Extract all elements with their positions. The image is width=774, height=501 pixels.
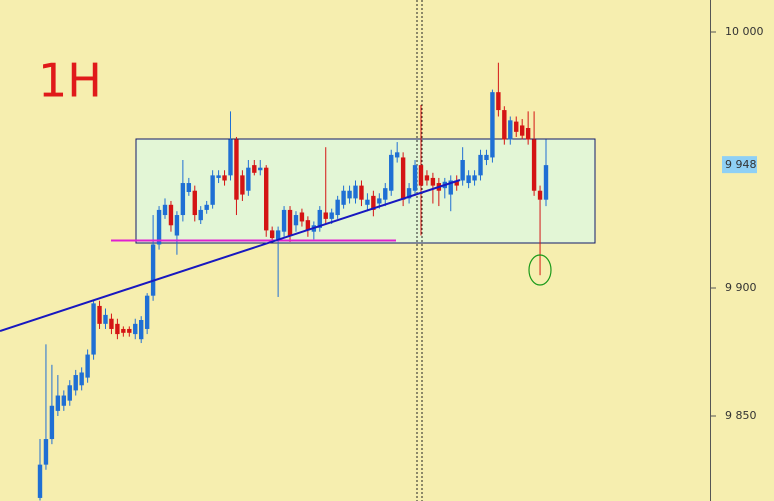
last-price-label: 9 948 bbox=[725, 158, 757, 171]
candle-body bbox=[97, 305, 102, 324]
y-tick-label: 9 900 bbox=[725, 281, 757, 294]
candle-body bbox=[204, 204, 209, 210]
range-zone bbox=[135, 138, 596, 244]
candle-body bbox=[371, 195, 376, 210]
candle-body bbox=[37, 464, 43, 498]
candle-body bbox=[240, 175, 245, 195]
candle-body bbox=[275, 230, 281, 240]
candle-body bbox=[121, 328, 126, 333]
candle-body bbox=[49, 405, 55, 440]
candle-body bbox=[418, 165, 424, 186]
candle-body bbox=[133, 323, 138, 335]
candle-body bbox=[305, 220, 311, 231]
candle-body bbox=[430, 177, 436, 186]
candle-body bbox=[144, 295, 150, 329]
candle-body bbox=[335, 199, 340, 216]
candle-body bbox=[287, 209, 293, 236]
candle-body bbox=[424, 175, 430, 181]
candle-body bbox=[228, 139, 233, 176]
candle-body bbox=[353, 185, 358, 199]
candle-body bbox=[222, 175, 227, 181]
candle-body bbox=[514, 121, 519, 132]
candle-body bbox=[198, 209, 203, 221]
candles bbox=[37, 62, 549, 501]
candle-body bbox=[502, 110, 507, 140]
candle-body bbox=[377, 198, 382, 204]
candle-body bbox=[246, 167, 251, 191]
candle-body bbox=[490, 92, 495, 158]
candle-body bbox=[139, 320, 144, 340]
candle-body bbox=[264, 167, 269, 231]
candle-body bbox=[79, 372, 84, 386]
candle-body bbox=[383, 188, 388, 200]
candle-body bbox=[281, 209, 287, 232]
candle-body bbox=[186, 183, 192, 193]
last-price-box bbox=[722, 156, 757, 174]
candle-body bbox=[341, 190, 346, 205]
y-tick-label: 9 850 bbox=[725, 409, 757, 422]
candle-body bbox=[150, 244, 156, 296]
candle-body bbox=[537, 190, 543, 200]
candle-body bbox=[323, 212, 328, 219]
candle-body bbox=[192, 190, 197, 216]
candle-body bbox=[531, 139, 537, 191]
candle-body bbox=[478, 154, 483, 176]
candle-body bbox=[519, 125, 525, 136]
candle-body bbox=[359, 185, 364, 200]
candle-body bbox=[252, 165, 257, 173]
candle-body bbox=[127, 328, 132, 333]
candle-body bbox=[299, 212, 305, 222]
candle-body bbox=[329, 212, 334, 219]
highlight-ellipse bbox=[528, 254, 552, 286]
candle-body bbox=[43, 439, 49, 465]
candle-body bbox=[400, 157, 406, 200]
candle-body bbox=[472, 175, 477, 181]
candle-body bbox=[448, 180, 453, 195]
candle-body bbox=[73, 375, 78, 391]
candle-body bbox=[234, 139, 239, 200]
candle-body bbox=[103, 314, 108, 324]
candle-body bbox=[454, 180, 459, 186]
candle-body bbox=[109, 318, 114, 329]
candle-body bbox=[174, 215, 180, 236]
candle-body bbox=[389, 154, 394, 191]
y-tick-label: 10 000 bbox=[725, 25, 764, 38]
candle-body bbox=[460, 160, 465, 181]
candle-body bbox=[61, 395, 67, 406]
candle-body bbox=[543, 165, 549, 200]
candle-body bbox=[91, 303, 96, 355]
candle-body bbox=[508, 120, 513, 140]
candle-body bbox=[115, 323, 120, 335]
timeframe-annotation: 1H bbox=[38, 54, 102, 108]
candle-body bbox=[258, 167, 263, 171]
candle-body bbox=[466, 175, 471, 184]
candle-body bbox=[67, 385, 72, 401]
candle-body bbox=[85, 354, 90, 378]
candle-body bbox=[162, 204, 168, 216]
candle-body bbox=[412, 165, 418, 191]
candle-body bbox=[394, 152, 400, 158]
candle-body bbox=[293, 215, 299, 226]
candle-body bbox=[168, 204, 174, 226]
candle-body bbox=[496, 92, 501, 111]
candle-body bbox=[269, 230, 275, 239]
trend-line bbox=[0, 179, 461, 332]
candle-body bbox=[484, 154, 489, 161]
candle-body bbox=[210, 175, 215, 205]
candle-body bbox=[525, 128, 531, 140]
candle-body bbox=[55, 395, 61, 411]
axis-ticks: 9 850 9 900 10 000 9 948 bbox=[710, 25, 764, 422]
candle-body bbox=[216, 175, 221, 178]
candle-body bbox=[406, 188, 412, 199]
candle-body bbox=[317, 209, 322, 228]
candle-body bbox=[365, 199, 370, 205]
candle-body bbox=[180, 183, 186, 216]
candle-body bbox=[156, 209, 162, 245]
candle-body bbox=[347, 190, 352, 199]
